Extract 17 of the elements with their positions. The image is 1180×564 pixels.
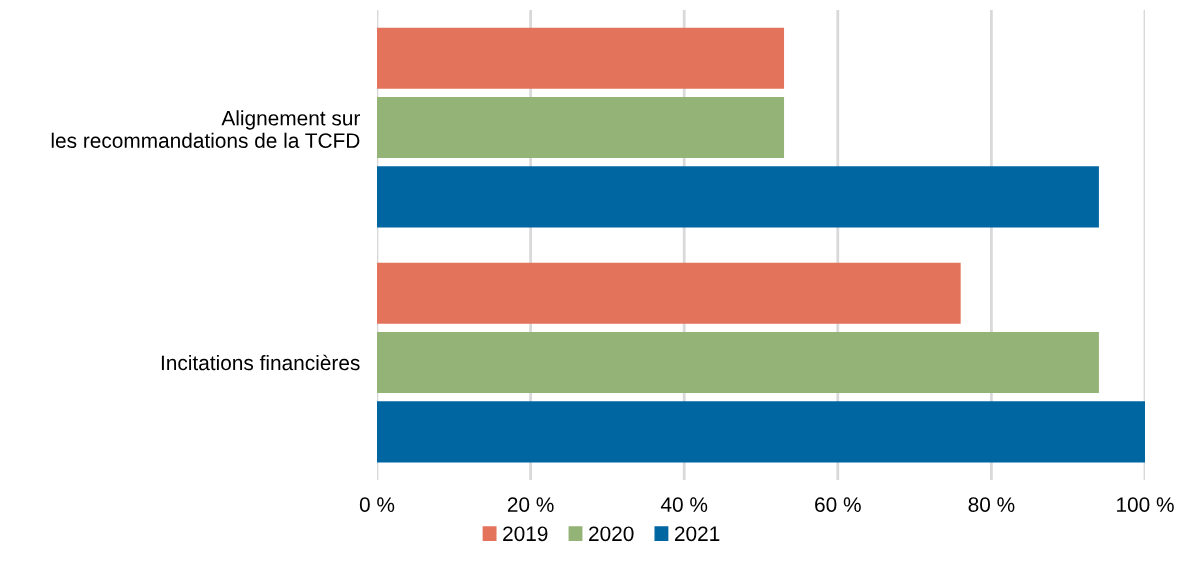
- y-tick-label: Incitations financières: [161, 354, 360, 371]
- x-tick-label: 0 %: [359, 497, 395, 512]
- x-tick-label: 60 %: [815, 497, 861, 512]
- y-tick-label: Alignement sur les recommandations de la TCFD: [51, 110, 360, 148]
- x-tick-label: 100 %: [1117, 497, 1174, 512]
- bar: [377, 401, 1145, 463]
- x-tick-label: 20 %: [507, 497, 554, 512]
- legend-label: 2021: [674, 526, 720, 542]
- x-tick-label: 40 %: [660, 497, 708, 512]
- legend-label: 2020: [589, 526, 634, 542]
- bar: [377, 331, 1099, 394]
- x-tick-label: 80 %: [968, 497, 1015, 512]
- bar: [377, 262, 961, 324]
- bar: [377, 96, 785, 159]
- legend-label: 2019: [503, 526, 548, 542]
- bar: [377, 27, 785, 89]
- bar: [377, 166, 1099, 228]
